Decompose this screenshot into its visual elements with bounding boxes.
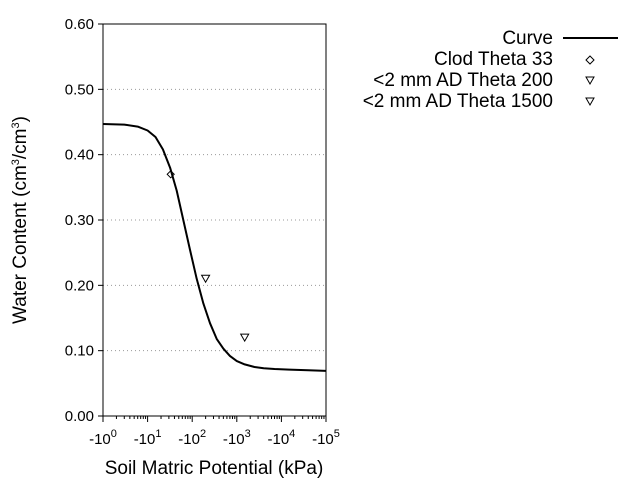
series-layer bbox=[102, 123, 327, 372]
y-tick-label: 0.50 bbox=[65, 81, 94, 98]
legend-label-clod-theta-33: Clod Theta 33 bbox=[434, 49, 553, 70]
x-tick-label: -100 bbox=[89, 428, 117, 448]
legend-label-ad-theta-200: <2 mm AD Theta 200 bbox=[373, 70, 553, 91]
legend-marker-triangle-down-1500 bbox=[585, 97, 595, 107]
x-tick-label-base: -10 bbox=[178, 431, 200, 448]
x-tick-label: -101 bbox=[134, 428, 162, 448]
y-axis-tick-labels: 0.00 0.10 0.20 0.30 0.40 0.50 0.60 bbox=[65, 16, 94, 425]
x-tick-label-exponent: 5 bbox=[334, 428, 340, 440]
y-axis-title-sup1: 3 bbox=[10, 159, 22, 165]
x-tick-label-exponent: 3 bbox=[245, 428, 251, 440]
legend-marker-triangle-down-200 bbox=[585, 76, 595, 86]
x-tick-label-exponent: 0 bbox=[111, 428, 117, 440]
y-tick-label: 0.60 bbox=[65, 16, 94, 33]
x-tick-label-exponent: 2 bbox=[200, 428, 206, 440]
x-tick-label-exponent: 4 bbox=[289, 428, 295, 440]
x-tick-label: -103 bbox=[223, 428, 251, 448]
data-point-triangle-down bbox=[200, 274, 211, 284]
x-tick-label-base: -10 bbox=[223, 431, 245, 448]
x-axis-title: Soil Matric Potential (kPa) bbox=[105, 458, 324, 479]
data-point-triangle-down bbox=[239, 333, 250, 343]
grid-lines bbox=[103, 88, 326, 352]
x-tick-label: -105 bbox=[312, 428, 340, 448]
legend-label-ad-theta-1500: <2 mm AD Theta 1500 bbox=[363, 91, 553, 112]
legend-marker-diamond bbox=[585, 55, 595, 65]
y-tick-label: 0.10 bbox=[65, 343, 94, 360]
x-tick-label: -102 bbox=[178, 428, 206, 448]
y-axis-title-sup2: 3 bbox=[10, 122, 22, 128]
x-axis-tick-labels: -100 -101 -102 -103 -104 -105 bbox=[89, 428, 340, 448]
x-tick-label-base: -10 bbox=[89, 431, 111, 448]
axis-ticks bbox=[98, 23, 327, 422]
data-point-diamond bbox=[166, 170, 175, 179]
series-line-curve bbox=[102, 123, 327, 372]
y-axis-title: Water Content (cm3/cm3) bbox=[10, 116, 31, 324]
x-tick-label-base: -10 bbox=[312, 431, 334, 448]
y-tick-label: 0.30 bbox=[65, 212, 94, 229]
y-tick-label: 0.40 bbox=[65, 147, 94, 164]
legend-label-curve: Curve bbox=[502, 28, 553, 49]
legend: Curve Clod Theta 33 <2 mm AD Theta 200 <… bbox=[363, 28, 618, 112]
y-tick-label: 0.00 bbox=[65, 408, 94, 425]
y-axis-title-prefix: Water Content (cm bbox=[10, 165, 31, 324]
y-axis-title-mid: /cm bbox=[10, 128, 31, 159]
x-tick-label-exponent: 1 bbox=[155, 428, 161, 440]
y-axis-title-suffix: ) bbox=[10, 116, 31, 122]
plot-area-frame bbox=[102, 23, 327, 417]
y-tick-label: 0.20 bbox=[65, 277, 94, 294]
x-tick-label: -104 bbox=[267, 428, 295, 448]
x-tick-label-base: -10 bbox=[134, 431, 156, 448]
x-tick-label-base: -10 bbox=[267, 431, 289, 448]
